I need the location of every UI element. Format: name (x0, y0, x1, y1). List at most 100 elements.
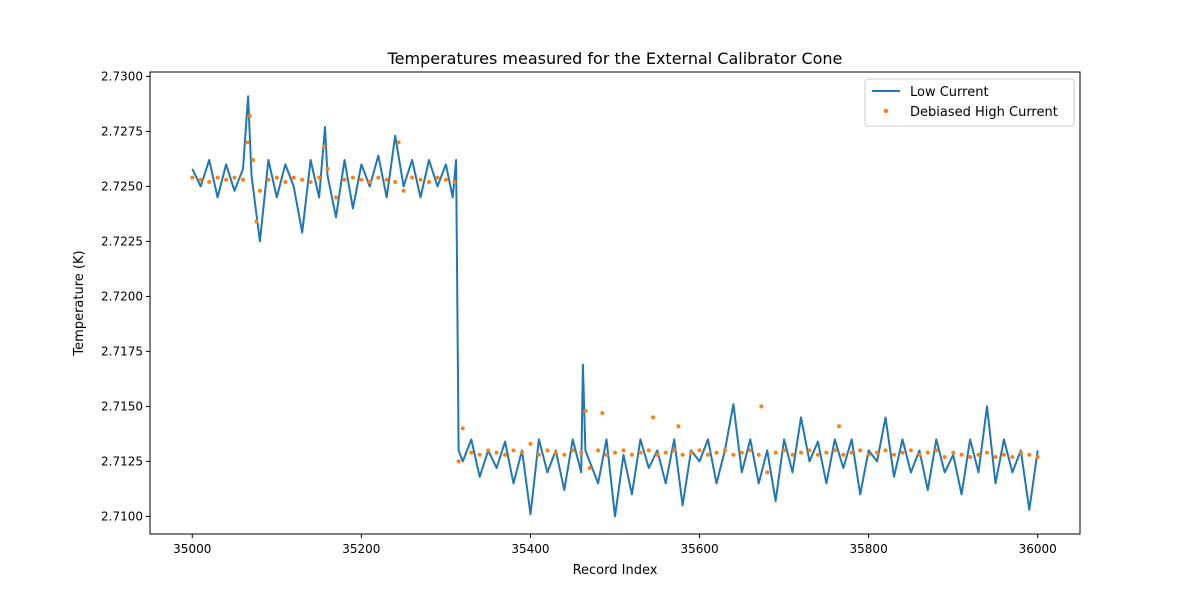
x-tick-label: 35000 (173, 542, 211, 556)
y-tick-label: 2.7150 (101, 399, 143, 413)
scatter-point-high-current (663, 450, 668, 455)
scatter-point-high-current (376, 175, 381, 180)
scatter-point-high-current (697, 448, 702, 453)
scatter-point-high-current (435, 175, 440, 180)
scatter-point-high-current (198, 177, 203, 182)
scatter-point-high-current (486, 448, 491, 453)
scatter-point-high-current (951, 450, 956, 455)
plot-frame (149, 71, 1081, 535)
scatter-point-high-current (908, 448, 913, 453)
plot-area (190, 95, 1040, 518)
scatter-point-high-current (985, 450, 989, 455)
scatter-point-high-current (1010, 455, 1015, 459)
scatter-point-high-current (934, 448, 939, 453)
y-tick-label: 2.7300 (101, 69, 143, 83)
scatter-point-high-current (875, 450, 880, 455)
y-tick-label: 2.7175 (101, 344, 143, 358)
scatter-point-high-current (460, 426, 465, 431)
scatter-point-high-current (579, 450, 584, 455)
scatter-point-high-current (494, 450, 499, 455)
scatter-point-high-current (511, 448, 516, 453)
scatter-point-high-current (900, 450, 905, 455)
scatter-point-high-current (469, 450, 474, 455)
scatter-point-high-current (342, 177, 347, 182)
scatter-point-high-current (325, 166, 330, 171)
scatter-point-high-current (207, 180, 212, 184)
scatter-point-high-current (308, 180, 313, 184)
scatter-point-high-current (621, 448, 626, 453)
scatter-point-high-current (773, 450, 778, 455)
scatter-point-high-current (942, 455, 947, 459)
scatter-point-high-current (322, 144, 327, 149)
scatter-point-high-current (799, 450, 803, 455)
scatter-point-high-current (528, 441, 533, 446)
scatter-point-high-current (993, 455, 998, 459)
scatter-point-high-current (629, 452, 634, 457)
scatter-point-high-current (672, 448, 677, 453)
scatter-point-high-current (892, 452, 896, 457)
y-tick-label: 2.7250 (101, 179, 143, 193)
x-axis: 35000 35200 35400 35600 35800 36000 (173, 534, 1057, 556)
scatter-point-high-current (241, 177, 245, 182)
scatter-point-high-current (1001, 452, 1006, 457)
scatter-point-high-current (1035, 455, 1040, 459)
scatter-point-high-current (600, 411, 605, 415)
scatter-point-high-current (714, 450, 719, 455)
scatter-point-high-current (350, 175, 355, 180)
scatter-point-high-current (562, 452, 567, 457)
y-axis-label: Temperature (K) (72, 250, 87, 356)
x-tick-label: 35400 (511, 542, 549, 556)
scatter-point-high-current (824, 450, 829, 455)
scatter-point-high-current (410, 175, 415, 180)
y-tick-label: 2.7200 (101, 289, 143, 303)
scatter-point-high-current (739, 450, 744, 455)
legend-marker-icon (883, 108, 889, 114)
scatter-point-high-current (427, 180, 431, 184)
y-tick-label: 2.7125 (101, 454, 143, 468)
legend: Low Current Debiased High Current (864, 78, 1075, 127)
scatter-point-high-current (731, 452, 736, 457)
scatter-point-high-current (266, 177, 271, 182)
scatter-point-high-current (274, 175, 279, 180)
scatter-point-high-current (291, 175, 296, 180)
scatter-point-high-current (224, 177, 229, 182)
y-axis: 2.7100 2.7125 2.7150 2.7175 2.7200 2.7225 2.72… (101, 69, 150, 523)
scatter-point-high-current (765, 470, 770, 475)
scatter-point-high-current (367, 180, 372, 184)
scatter-point-high-current (587, 466, 592, 470)
scatter-point-high-current (596, 448, 601, 453)
scatter-point-high-current (866, 452, 871, 457)
x-tick-label: 36000 (1019, 542, 1057, 556)
scatter-point-high-current (756, 452, 761, 457)
scatter-point-high-current (283, 180, 288, 184)
scatter-point-high-current (257, 188, 262, 193)
scatter-point-high-current (232, 175, 237, 180)
scatter-point-high-current (545, 448, 550, 453)
scatter-point-high-current (646, 448, 651, 453)
scatter-point-high-current (883, 448, 888, 453)
scatter-point-high-current (247, 114, 252, 118)
scatter-point-high-current (1018, 450, 1023, 455)
scatter-point-high-current (968, 455, 973, 459)
scatter-point-high-current (245, 140, 250, 145)
scatter-point-high-current (456, 459, 461, 464)
scatter-point-high-current (815, 452, 820, 457)
scatter-point-high-current (359, 177, 364, 182)
scatter-point-high-current (748, 448, 753, 453)
y-tick-label: 2.7275 (101, 124, 143, 138)
scatter-point-high-current (849, 450, 854, 455)
scatter-point-high-current (300, 177, 305, 182)
scatter-point-high-current (401, 188, 406, 193)
scatter-point-high-current (858, 448, 863, 453)
scatter-point-high-current (1027, 452, 1032, 457)
scatter-point-high-current (807, 448, 812, 453)
series-line-low-current (191, 95, 1039, 518)
scatter-point-high-current (917, 452, 922, 457)
scatter-point-high-current (706, 452, 710, 457)
scatter-point-high-current (393, 180, 398, 184)
scatter-point-high-current (536, 452, 541, 457)
scatter-point-high-current (837, 424, 841, 429)
scatter-point-high-current (396, 140, 401, 145)
scatter-point-high-current (570, 448, 575, 453)
